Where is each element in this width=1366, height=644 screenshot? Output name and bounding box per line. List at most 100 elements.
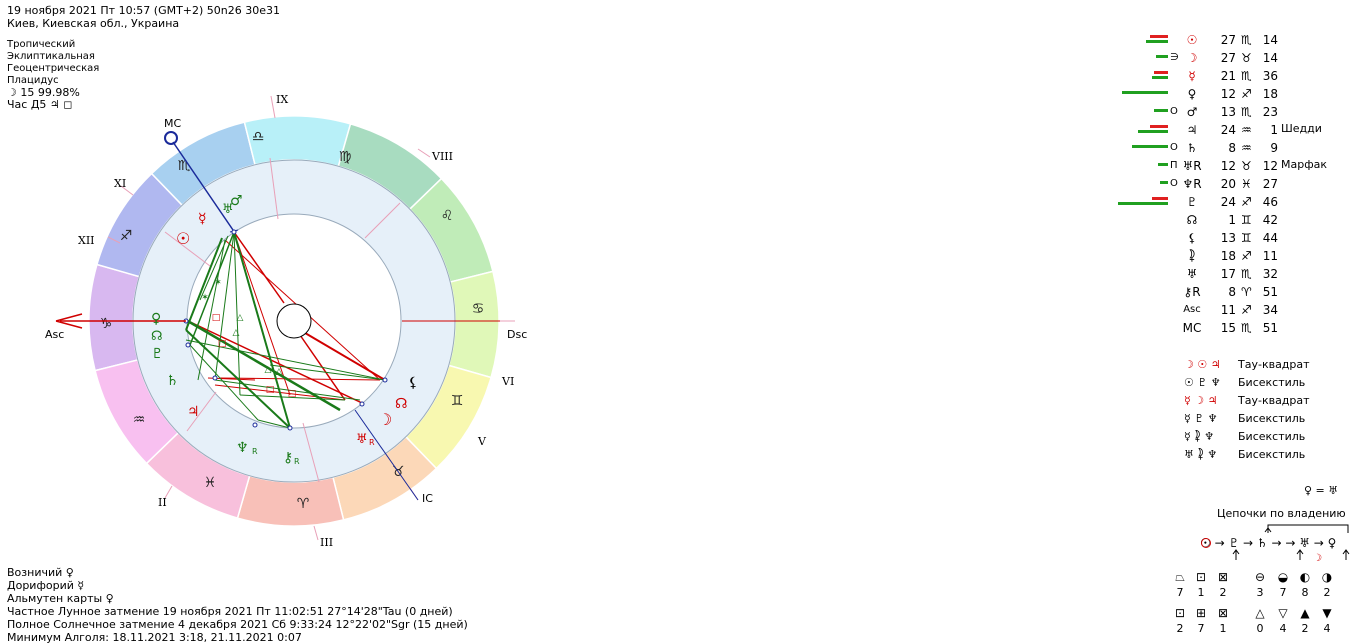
aspect-line xyxy=(233,231,291,396)
aspect-endpoint xyxy=(287,425,293,431)
neptune-glyph: ♆ xyxy=(236,440,249,456)
house-tick xyxy=(120,185,134,196)
count-symbol-9: ⊞ xyxy=(1195,606,1207,620)
planet-degree: 8 xyxy=(1228,285,1236,299)
dignity-bar-green xyxy=(1138,130,1168,133)
aspect-symbol: ✶ xyxy=(214,278,222,288)
mutual-reception: ♀ = ♅ xyxy=(1304,484,1339,497)
planet-degree: 12 xyxy=(1220,159,1236,173)
uranus-glyph: ♅ xyxy=(356,432,368,447)
count-value-2: 1 xyxy=(1197,586,1205,599)
planet-minutes: 14 xyxy=(1262,33,1278,47)
house-cusp-line xyxy=(364,202,401,239)
planet-row: ∋ ☽ 27 ♉ 14 xyxy=(1110,49,1310,67)
city-line: Киев, Киевская обл., Украина xyxy=(7,17,180,30)
aspect-line xyxy=(185,339,386,381)
planet-sign: ♊ xyxy=(1241,213,1252,227)
house-tick xyxy=(107,236,121,244)
planet-degree: 24 xyxy=(1220,195,1236,209)
house-tick xyxy=(417,148,431,158)
count-symbol-3: ⊠ xyxy=(1217,570,1229,584)
dignity-bar-green xyxy=(1154,109,1168,112)
chart-footer: Возничий ♀ Дорифорий ☿ Альмутен карты ♀ … xyxy=(7,566,468,644)
jupiter-glyph: ♃ xyxy=(187,404,200,420)
planet-sign: ♐ xyxy=(1241,303,1252,317)
mc-marker-icon xyxy=(164,131,178,145)
planet-minutes: 46 xyxy=(1262,195,1278,209)
chain-up-arrow-icon xyxy=(1232,549,1240,560)
planet-degree: 20 xyxy=(1220,177,1236,191)
house-tick xyxy=(164,485,173,499)
planet-glyph: ♀ xyxy=(1187,87,1197,101)
count-value-1: 7 xyxy=(1176,586,1184,599)
planet-sign: ♐ xyxy=(1241,249,1252,263)
uranus-retro-mark: R xyxy=(369,438,375,447)
house-cusp-line xyxy=(186,391,217,432)
count-value-3: 2 xyxy=(1219,586,1227,599)
aspect-figure-name: Бисекстиль xyxy=(1238,448,1306,461)
planet-minutes: 51 xyxy=(1262,321,1278,335)
dignity-bar-red xyxy=(1150,35,1168,38)
mercury-glyph: ☿ xyxy=(198,211,207,227)
planet-degree: 27 xyxy=(1220,33,1236,47)
planet-sign: ♏ xyxy=(1241,105,1252,119)
planet-glyph: ♂ xyxy=(1186,105,1198,119)
aspect-line xyxy=(214,231,235,381)
aspect-symbol: □ xyxy=(266,385,275,395)
aspect-figure-name: Тау-квадрат xyxy=(1238,358,1310,371)
star-markab: Марфак xyxy=(1281,158,1328,171)
planet-state-mark: О xyxy=(1170,142,1178,153)
lunar-eclipse-line: Частное Лунное затмение 19 ноября 2021 П… xyxy=(7,605,453,618)
house-number-8: VIII xyxy=(431,150,453,163)
planet-glyph: ☽ xyxy=(1186,51,1198,65)
planet-state-mark: ∋ xyxy=(1170,52,1179,63)
planet-degree: 8 xyxy=(1228,141,1236,155)
uranus-midpoint-glyph: ♅ xyxy=(222,202,234,217)
dignity-bar-green xyxy=(1160,181,1168,184)
zodiac-sign-glyph: ♈ xyxy=(297,496,310,512)
aspect-symbol: △ xyxy=(276,367,283,377)
dignity-bar-green xyxy=(1146,40,1168,43)
count-symbol-2: ⊡ xyxy=(1195,570,1207,584)
aspect-line xyxy=(219,377,381,381)
aspect-line xyxy=(269,364,386,381)
planet-sign: ♒ xyxy=(1241,123,1252,137)
zodiac-sign-glyph: ♓ xyxy=(204,475,217,491)
count-value-9: 7 xyxy=(1197,622,1205,635)
neptune-retro-mark: R xyxy=(252,447,258,456)
dsc-label: Dsc xyxy=(507,328,527,341)
chains-title: Цепочки по владению xyxy=(1217,507,1346,520)
aspect-figure-glyphs: ☿ ☽ ♃ xyxy=(1184,394,1218,407)
planet-glyph: ♆R xyxy=(1182,177,1202,191)
chain-up-arrow-icon-2 xyxy=(1296,549,1304,560)
rulership-chain: ☉ → ♇ → ♄ → → ♅ → ♀ ☽ xyxy=(1200,524,1350,564)
house-cusp-line xyxy=(269,157,279,220)
ic-label: IC xyxy=(422,492,433,505)
aspect-line xyxy=(185,237,223,331)
chart-settings: Тропический Эклиптикальная Геоцентрическ… xyxy=(7,39,99,111)
count-symbol-1: ⏢ xyxy=(1175,570,1185,584)
planet-glyph: Asc xyxy=(1183,304,1201,315)
planetary-hour: Час Д5 ♃ ◻ xyxy=(7,98,73,111)
planet-degree: 13 xyxy=(1220,105,1236,119)
planet-minutes: 14 xyxy=(1262,51,1278,65)
planet-sign: ♏ xyxy=(1241,321,1252,335)
sign-segment xyxy=(447,270,500,379)
dignity-bar-green xyxy=(1118,202,1168,205)
planet-degree: 17 xyxy=(1220,267,1236,281)
planet-row: ♅ 17 ♏ 32 xyxy=(1110,265,1310,283)
planet-sign: ♏ xyxy=(1241,33,1252,47)
planet-glyph: ♇ xyxy=(1186,195,1198,209)
zodiac-sign-glyph: ♑ xyxy=(100,316,113,332)
doriforiy-line: Дорифорий ☿ xyxy=(7,579,85,592)
planet-row: П ♅R 12 ♉ 12 xyxy=(1110,157,1310,175)
aspect-line xyxy=(257,419,291,429)
aspect-line xyxy=(233,231,241,396)
aspect-figure-row: ☿ ⯝ ♆ Бисекстиль xyxy=(1184,428,1305,446)
coordinate-type: Эклиптикальная xyxy=(7,51,95,62)
aspect-line xyxy=(214,379,361,401)
moon-glyph: ☽ xyxy=(378,410,392,429)
dignity-bar-green xyxy=(1158,163,1168,166)
planet-state-mark: О xyxy=(1170,106,1178,117)
